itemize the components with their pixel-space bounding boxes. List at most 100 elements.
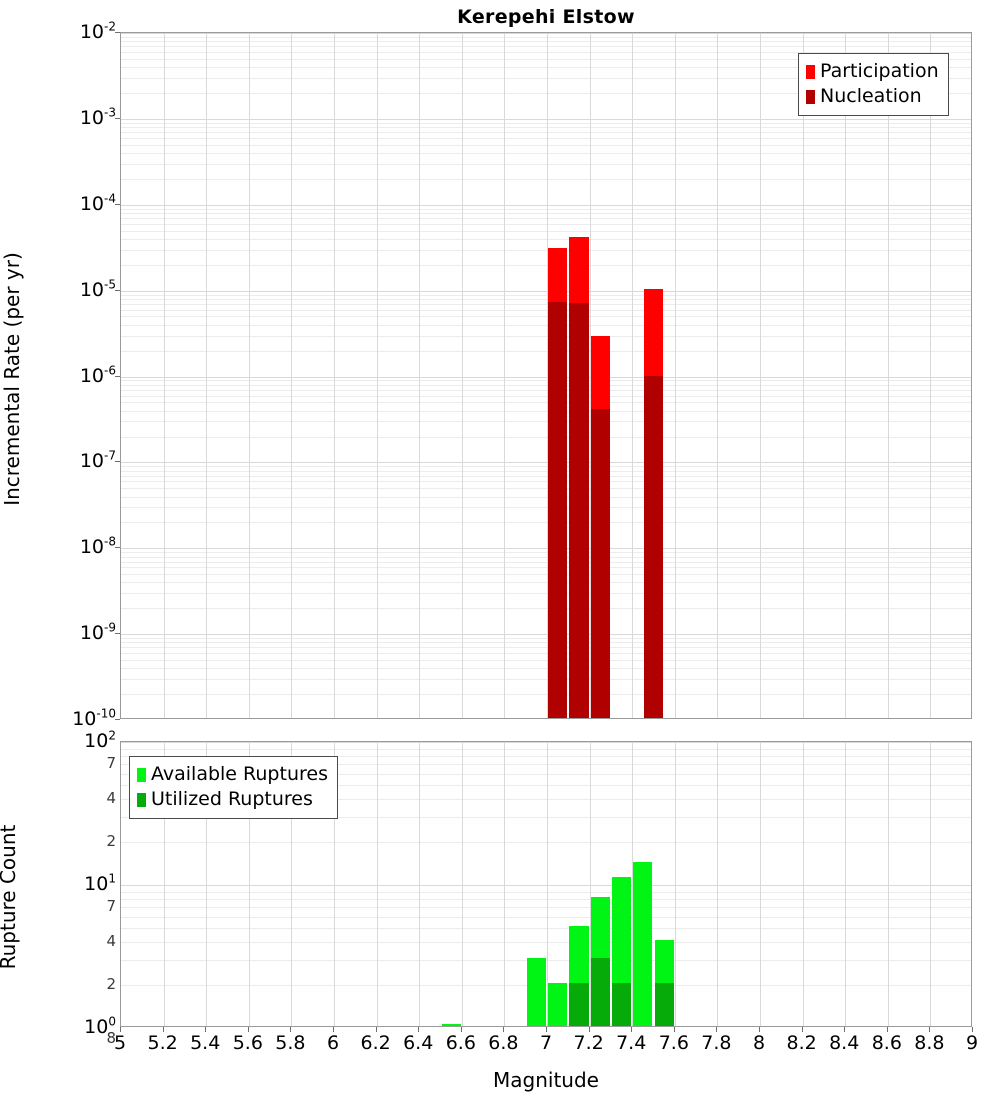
gridline-v xyxy=(376,742,378,1026)
legend-item[interactable]: Participation xyxy=(806,59,939,84)
gridline-h-minor xyxy=(121,679,971,681)
bar-nucleation xyxy=(548,301,568,718)
x-tick-mark xyxy=(886,1027,888,1032)
y-tick-mark xyxy=(115,375,120,377)
gridline-h-minor xyxy=(121,77,971,79)
gridline-v xyxy=(163,742,165,1026)
bar-utilized-ruptures xyxy=(654,982,674,1026)
gridline-h-minor xyxy=(121,213,971,215)
gridline-v xyxy=(504,742,506,1026)
gridline-h-minor xyxy=(121,668,971,670)
gridline-h-minor xyxy=(121,324,971,326)
x-tick-mark xyxy=(205,1027,207,1032)
gridline-h-minor xyxy=(121,647,971,649)
page-title: Kerepehi Elstow xyxy=(457,6,635,28)
gridline-h-minor xyxy=(121,785,971,787)
y-tick-mark xyxy=(115,289,120,291)
x-tick-label: 8.4 xyxy=(829,1032,860,1054)
gridline-h-minor xyxy=(121,67,971,69)
bar-available-ruptures xyxy=(611,877,632,1026)
gridline-h-minor xyxy=(121,122,971,124)
x-tick-label: 8 xyxy=(752,1032,766,1054)
gridline-h-minor xyxy=(121,178,971,180)
gridline-h-minor xyxy=(121,891,971,893)
gridline-v xyxy=(717,33,719,718)
legend-item[interactable]: Utilized Ruptures xyxy=(137,787,328,812)
y-tick-mark xyxy=(115,32,120,33)
gridline-v xyxy=(547,742,548,1026)
y-tick-label-minor: 7 xyxy=(106,754,116,773)
swatch-participation xyxy=(806,64,815,79)
bar-available-ruptures xyxy=(526,957,546,1026)
x-tick-label: 7.6 xyxy=(658,1032,689,1054)
x-tick-mark xyxy=(972,1027,973,1032)
gridline-h-minor xyxy=(121,816,971,818)
x-tick-label: 8.2 xyxy=(786,1032,817,1054)
x-tick-mark xyxy=(588,1027,590,1032)
gridline-v xyxy=(930,33,932,718)
gridline-h-minor xyxy=(121,132,971,134)
incremental-rate-panel xyxy=(120,32,972,719)
x-tick-mark xyxy=(460,1027,462,1032)
gridline-v xyxy=(163,33,165,718)
x-tick-label: 7.4 xyxy=(616,1032,647,1054)
gridline-h-minor xyxy=(121,798,971,800)
gridline-v xyxy=(461,33,463,718)
y-tick-mark xyxy=(115,719,120,720)
gridline-h-minor xyxy=(121,436,971,438)
legend-label: Utilized Ruptures xyxy=(151,788,313,810)
swatch-nucleation xyxy=(806,89,815,104)
y-tick-label: 101 xyxy=(84,871,116,895)
y-tick-label: 100 xyxy=(84,1014,116,1038)
x-tick-mark xyxy=(631,1027,633,1032)
x-tick-mark xyxy=(333,1027,334,1032)
y-tick-mark xyxy=(115,633,120,635)
gridline-h xyxy=(121,742,971,743)
gridline-v xyxy=(291,33,293,718)
gridline-h-minor xyxy=(121,959,971,961)
gridline-h-minor xyxy=(121,249,971,251)
gridline-h-minor xyxy=(121,488,971,490)
legend-item[interactable]: Available Ruptures xyxy=(137,762,328,787)
gridline-v xyxy=(419,33,421,718)
gridline-h-minor xyxy=(121,230,971,232)
gridline-v xyxy=(206,742,208,1026)
gridline-h-minor xyxy=(121,163,971,165)
y-tick-label: 10-2 xyxy=(79,19,116,43)
gridline-v xyxy=(589,742,591,1026)
x-tick-label: 5.2 xyxy=(147,1032,178,1054)
gridline-h-minor xyxy=(121,127,971,129)
x-tick-mark xyxy=(162,1027,164,1032)
gridline-v xyxy=(802,33,804,718)
legend-label: Participation xyxy=(820,60,939,82)
gridline-v xyxy=(504,33,506,718)
gridline-h-minor xyxy=(121,238,971,240)
legend-item[interactable]: Nucleation xyxy=(806,84,939,109)
gridline-h xyxy=(121,885,971,886)
x-tick-label: 5.8 xyxy=(275,1032,306,1054)
y-tick-label: 10-9 xyxy=(79,620,116,645)
gridline-h-minor xyxy=(121,93,971,95)
bar-available-ruptures xyxy=(590,896,610,1026)
gridline-h-minor xyxy=(121,907,971,909)
gridline-h-minor xyxy=(121,153,971,155)
x-tick-mark xyxy=(418,1027,420,1032)
gridline-h-minor xyxy=(121,582,971,584)
gridline-h-minor xyxy=(121,298,971,300)
gridline-h xyxy=(121,376,971,378)
bar-nucleation xyxy=(590,408,610,718)
bar-available-ruptures xyxy=(569,926,589,1026)
x-tick-label: 7.8 xyxy=(701,1032,732,1054)
x-tick-mark xyxy=(375,1027,377,1032)
gridline-h-minor xyxy=(121,659,971,661)
x-tick-label: 5 xyxy=(113,1032,127,1054)
gridline-h-minor xyxy=(121,402,971,404)
x-tick-label: 8.8 xyxy=(914,1032,945,1054)
bar-participation xyxy=(590,336,610,718)
gridline-h-minor xyxy=(121,41,971,43)
gridline-h-minor xyxy=(121,552,971,554)
gridline-h-minor xyxy=(121,470,971,472)
gridline-h-minor xyxy=(121,58,971,60)
legend-top: Participation Nucleation xyxy=(798,53,949,116)
